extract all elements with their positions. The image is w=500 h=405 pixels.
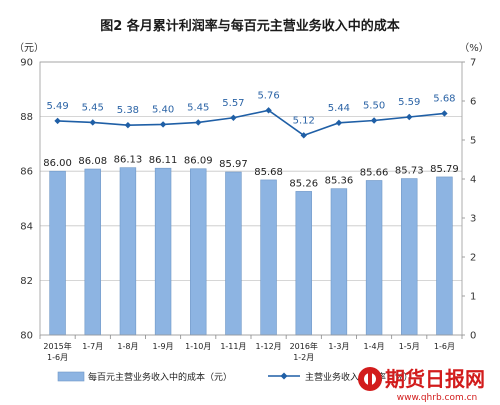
line-value-label: 5.50 [363, 101, 385, 112]
bar [226, 172, 242, 335]
legend-bar-swatch [58, 372, 84, 381]
right-tick-label: 5 [470, 136, 476, 147]
x-tick-label: 1-4月 [364, 342, 385, 351]
bar-value-label: 86.08 [78, 156, 107, 167]
left-tick-label: 80 [20, 331, 33, 342]
x-tick-label: 1-9月 [153, 342, 174, 351]
bar-value-label: 85.66 [360, 167, 389, 178]
right-tick-label: 2 [470, 253, 476, 264]
line-data-labels: 5.49 5.45 5.38 5.40 5.45 5.57 5.76 5.12 5.44 5.50… [46, 90, 455, 126]
x-tick-label: 1-3月 [328, 342, 349, 351]
bar-value-label: 86.13 [114, 155, 143, 166]
bar [366, 180, 382, 335]
line-value-label: 5.59 [398, 97, 420, 108]
x-tick-label: 2016年 1-2月 [290, 341, 318, 362]
line-point [160, 121, 166, 127]
bar-value-label: 85.97 [219, 159, 248, 170]
x-tick-label: 1-10月 [185, 342, 211, 351]
bar-value-label: 86.00 [43, 158, 72, 169]
line-value-label: 5.44 [328, 103, 350, 114]
bar-value-label: 85.68 [254, 167, 283, 178]
bar-value-label: 85.73 [395, 166, 424, 177]
bar [85, 169, 101, 335]
line-point [54, 118, 60, 124]
line-value-label: 5.12 [293, 115, 315, 126]
bar [50, 171, 66, 335]
watermark: 期货日报网 www.qhrb.com.cn [358, 367, 485, 403]
line-series [54, 107, 447, 138]
right-tick-label: 6 [470, 97, 476, 108]
bar-series [50, 168, 453, 335]
right-tick-labels: 0 1 2 3 4 5 6 7 [470, 58, 476, 342]
line-value-label: 5.57 [222, 98, 244, 109]
line-value-label: 5.76 [257, 90, 279, 101]
bar-data-labels: 86.00 86.08 86.13 86.11 86.09 85.97 85.68 85.26… [43, 155, 458, 190]
x-tick-label: 1-8月 [117, 342, 138, 351]
line-point [371, 117, 377, 123]
left-tick-label: 90 [20, 58, 33, 69]
line-value-label: 5.45 [82, 102, 104, 113]
line-point [195, 119, 201, 125]
x-tick-label: 1-7月 [82, 342, 103, 351]
line-point [90, 119, 96, 125]
bar-value-label: 85.79 [430, 164, 459, 175]
left-tick-label: 88 [20, 112, 33, 123]
bar-value-label: 85.36 [325, 176, 354, 187]
right-tick-label: 4 [470, 175, 476, 186]
chart-title: 图2 各月累计利润率与每百元主营业务收入中的成本 [100, 18, 400, 34]
x-tick-label: 1-11月 [220, 342, 246, 351]
x-tick-label: 2015年 1-6月 [43, 341, 71, 362]
bar [401, 179, 417, 335]
bar-value-label: 85.26 [289, 178, 318, 189]
line-value-label: 5.45 [187, 102, 209, 113]
watermark-url: www.qhrb.com.cn [397, 393, 478, 403]
watermark-text: 期货日报网 [385, 367, 485, 391]
line-value-label: 5.38 [117, 105, 139, 116]
x-tick-label: 1-6月 [434, 342, 455, 351]
x-tick-labels: 2015年 1-6月 1-7月 1-8月 1-9月 1-10月 1-11月 1-12月 2016… [43, 341, 455, 362]
bar [296, 191, 312, 335]
line-value-label: 5.49 [46, 101, 68, 112]
right-axis-unit: （%） [459, 42, 489, 54]
right-tick-label: 1 [470, 292, 476, 303]
line-point [406, 114, 412, 120]
left-tick-label: 86 [20, 167, 33, 178]
line-value-label: 5.68 [433, 93, 455, 104]
right-tick-label: 3 [470, 214, 476, 225]
line-point [230, 115, 236, 121]
x-tick-label: 1-12月 [256, 342, 282, 351]
x-tick-label: 1-5月 [399, 342, 420, 351]
bar [190, 169, 206, 335]
right-tick-label: 0 [470, 331, 476, 342]
left-axis-unit: （元） [14, 42, 44, 54]
bar-value-label: 86.11 [149, 155, 178, 166]
legend-bar-label: 每百元主营业务收入中的成本（元） [88, 371, 232, 383]
bar [331, 189, 347, 335]
bar [437, 177, 453, 335]
line-point [441, 110, 447, 116]
left-tick-labels: 80 82 84 86 88 90 [20, 58, 33, 342]
line-value-label: 5.40 [152, 104, 174, 115]
left-tick-label: 82 [20, 276, 33, 287]
right-tick-label: 7 [470, 58, 476, 69]
line-point [336, 120, 342, 126]
line-point [125, 122, 131, 128]
bar [155, 168, 171, 335]
profit-rate-line [58, 110, 445, 135]
legend-line-marker [281, 373, 288, 380]
watermark-logo-icon [358, 367, 382, 391]
bar [261, 180, 277, 335]
bar-value-label: 86.09 [184, 156, 213, 167]
left-tick-label: 84 [20, 221, 33, 232]
bar [120, 168, 136, 335]
